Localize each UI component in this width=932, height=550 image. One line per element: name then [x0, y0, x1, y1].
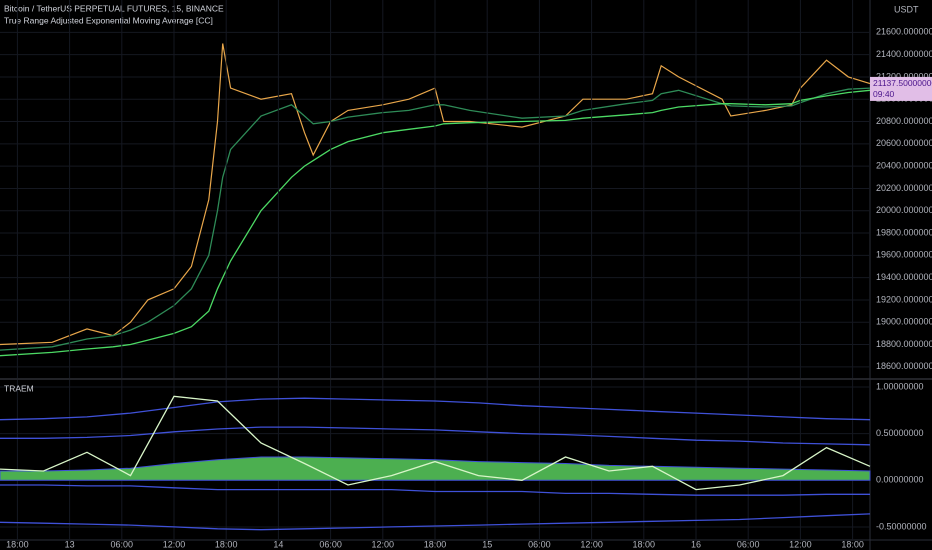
series-line: [0, 395, 871, 491]
x-tick-label: 16: [691, 539, 701, 549]
y-tick-label: 18800.00000000: [876, 339, 932, 349]
y-tick-label: 20800.00000000: [876, 116, 932, 126]
x-tick-label: 13: [65, 539, 75, 549]
series-line: [0, 426, 871, 446]
x-tick-label: 06:00: [528, 539, 551, 549]
x-tick-label: 18:00: [6, 539, 29, 549]
y-tick-label: 0.50000000: [876, 428, 924, 438]
series-line: [0, 397, 871, 421]
x-tick-label: 18:00: [215, 539, 238, 549]
x-tick-label: 06:00: [111, 539, 134, 549]
chart-title: Bitcoin / TetherUS PERPETUAL FUTURES, 15…: [4, 3, 224, 13]
y-tick-label: 20200.00000000: [876, 183, 932, 193]
chart-title: TRAEM: [4, 383, 34, 393]
y-tick-label: 20400.00000000: [876, 161, 932, 171]
y-tick-label: 21600.00000000: [876, 27, 932, 37]
y-tick-label: -0.50000000: [876, 521, 927, 531]
chart-subtitle: True Range Adjusted Exponential Moving A…: [4, 15, 213, 25]
y-tick-label: 19800.00000000: [876, 227, 932, 237]
x-tick-label: 12:00: [580, 539, 603, 549]
x-tick-label: 18:00: [424, 539, 447, 549]
series-line: [0, 87, 871, 351]
series-line: [0, 513, 871, 531]
y-tick-label: 0.00000000: [876, 475, 924, 485]
x-tick-label: 18:00: [633, 539, 656, 549]
price-tag-label: 21137.50000000: [873, 78, 932, 88]
area: [0, 456, 871, 481]
y-tick-label: 19600.00000000: [876, 250, 932, 260]
y-unit: USDT: [894, 4, 919, 14]
x-tick-label: 12:00: [372, 539, 395, 549]
y-tick-label: 19400.00000000: [876, 272, 932, 282]
y-tick-label: 19000.00000000: [876, 317, 932, 327]
series-line: [0, 484, 870, 496]
countdown: 09:40: [873, 89, 895, 99]
y-tick-label: 20600.00000000: [876, 138, 932, 148]
x-tick-label: 12:00: [163, 539, 186, 549]
series-line: [0, 89, 871, 357]
y-tick-label: 21400.00000000: [876, 49, 932, 59]
x-tick-label: 06:00: [319, 539, 342, 549]
x-tick-label: 18:00: [841, 539, 864, 549]
x-tick-label: 15: [482, 539, 492, 549]
x-tick-label: 12:00: [789, 539, 812, 549]
x-tick-label: 14: [273, 539, 283, 549]
series-line: [0, 43, 871, 346]
y-tick-label: 21200.00000000: [876, 71, 932, 81]
y-tick-label: 20000.00000000: [876, 205, 932, 215]
y-tick-label: 19200.00000000: [876, 294, 932, 304]
price-tag: [870, 76, 932, 101]
x-tick-label: 06:00: [737, 539, 760, 549]
y-tick-label: 1.00000000: [876, 381, 924, 391]
y-tick-label: 18600.00000000: [876, 361, 932, 371]
